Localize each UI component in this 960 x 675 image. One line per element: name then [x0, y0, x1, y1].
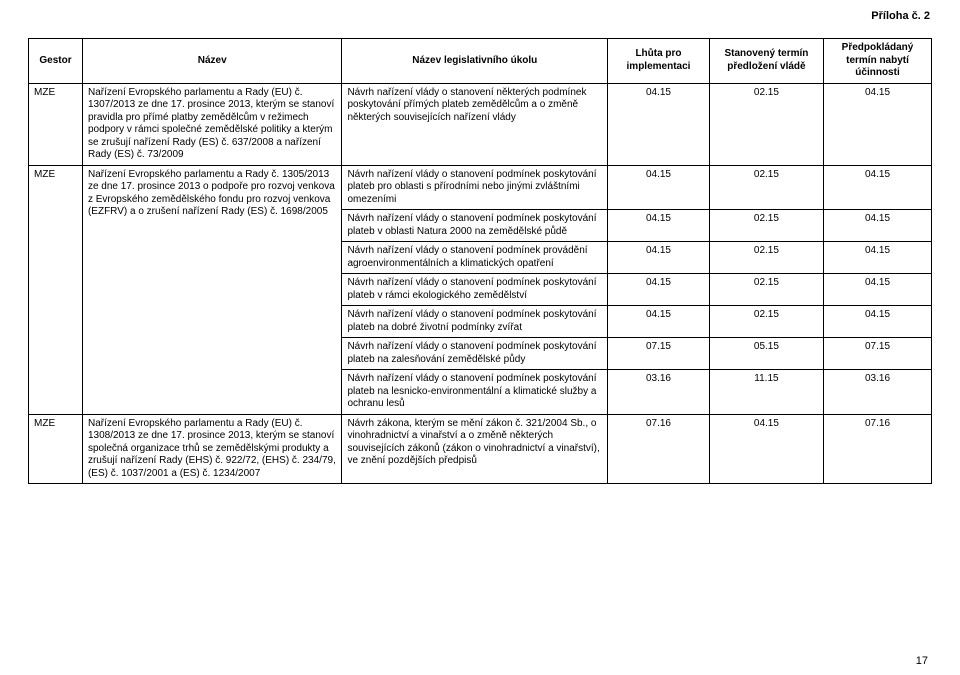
cell-ukol: Návrh nařízení vlády o stanovení podmíne… — [342, 210, 608, 242]
cell-ucinnost: 07.15 — [824, 338, 932, 370]
cell-termin: 04.15 — [709, 414, 823, 484]
cell-lhuta: 04.15 — [608, 83, 710, 165]
cell-termin: 02.15 — [709, 242, 823, 274]
cell-nazev: Nařízení Evropského parlamentu a Rady (E… — [82, 83, 341, 165]
col-ucinnost: Předpokládaný termín nabytí účinnosti — [824, 39, 932, 84]
cell-termin: 02.15 — [709, 210, 823, 242]
table-row: MZENařízení Evropského parlamentu a Rady… — [29, 165, 932, 210]
cell-ucinnost: 04.15 — [824, 165, 932, 210]
annex-label: Příloha č. 2 — [871, 10, 930, 22]
cell-termin: 02.15 — [709, 306, 823, 338]
col-termin: Stanovený termín předložení vládě — [709, 39, 823, 84]
cell-ukol: Návrh nařízení vlády o stanovení podmíne… — [342, 242, 608, 274]
col-nazev: Název — [82, 39, 341, 84]
cell-ukol: Návrh nařízení vlády o stanovení podmíne… — [342, 165, 608, 210]
cell-lhuta: 07.16 — [608, 414, 710, 484]
cell-nazev: Nařízení Evropského parlamentu a Rady (E… — [82, 414, 341, 484]
cell-ukol: Návrh nařízení vlády o stanovení některý… — [342, 83, 608, 165]
cell-nazev: Nařízení Evropského parlamentu a Rady č.… — [82, 165, 341, 414]
cell-ucinnost: 04.15 — [824, 242, 932, 274]
col-lhuta: Lhůta pro implementaci — [608, 39, 710, 84]
cell-lhuta: 04.15 — [608, 242, 710, 274]
cell-ukol: Návrh nařízení vlády o stanovení podmíne… — [342, 370, 608, 415]
col-gestor: Gestor — [29, 39, 83, 84]
cell-termin: 11.15 — [709, 370, 823, 415]
cell-termin: 02.15 — [709, 83, 823, 165]
cell-ucinnost: 04.15 — [824, 210, 932, 242]
table-row: MZENařízení Evropského parlamentu a Rady… — [29, 83, 932, 165]
legislation-table: Gestor Název Název legislativního úkolu … — [28, 38, 932, 484]
cell-termin: 02.15 — [709, 274, 823, 306]
cell-ukol: Návrh zákona, kterým se mění zákon č. 32… — [342, 414, 608, 484]
col-ukol: Název legislativního úkolu — [342, 39, 608, 84]
cell-ucinnost: 04.15 — [824, 83, 932, 165]
cell-termin: 05.15 — [709, 338, 823, 370]
cell-gestor: MZE — [29, 414, 83, 484]
table-row: MZENařízení Evropského parlamentu a Rady… — [29, 414, 932, 484]
cell-lhuta: 04.15 — [608, 306, 710, 338]
table-header-row: Gestor Název Název legislativního úkolu … — [29, 39, 932, 84]
cell-lhuta: 04.15 — [608, 165, 710, 210]
cell-ucinnost: 04.15 — [824, 274, 932, 306]
cell-gestor: MZE — [29, 83, 83, 165]
cell-ukol: Návrh nařízení vlády o stanovení podmíne… — [342, 306, 608, 338]
cell-lhuta: 07.15 — [608, 338, 710, 370]
cell-ucinnost: 04.15 — [824, 306, 932, 338]
cell-ucinnost: 07.16 — [824, 414, 932, 484]
cell-termin: 02.15 — [709, 165, 823, 210]
cell-ukol: Návrh nařízení vlády o stanovení podmíne… — [342, 274, 608, 306]
cell-lhuta: 03.16 — [608, 370, 710, 415]
cell-gestor: MZE — [29, 165, 83, 414]
cell-ukol: Návrh nařízení vlády o stanovení podmíne… — [342, 338, 608, 370]
cell-ucinnost: 03.16 — [824, 370, 932, 415]
cell-lhuta: 04.15 — [608, 274, 710, 306]
cell-lhuta: 04.15 — [608, 210, 710, 242]
page-number: 17 — [916, 655, 928, 667]
